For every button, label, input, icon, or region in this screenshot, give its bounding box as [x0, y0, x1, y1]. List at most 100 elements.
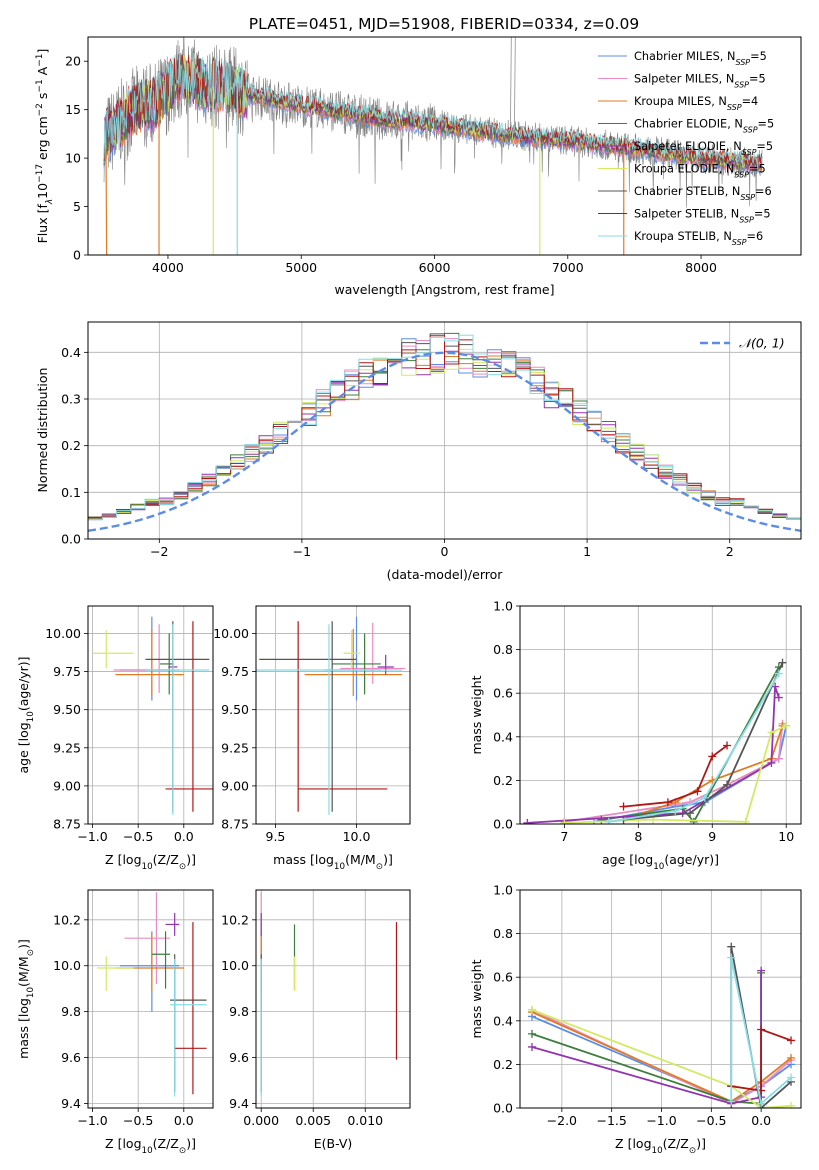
- legend-count: =5: [756, 140, 773, 153]
- y-tick-label: 1.0: [493, 599, 513, 614]
- y-tick-label: 9.25: [53, 740, 81, 755]
- x-axis-label: Z [log10(Z/Z⊙)]: [615, 1136, 706, 1156]
- x-axis-label-part: 10: [334, 862, 345, 872]
- y-tick-label: 0.8: [493, 642, 513, 657]
- x-axis-label-part: ⊙: [179, 862, 186, 872]
- x-axis-label-part: (age/yr)]: [664, 852, 719, 867]
- weight-marker-kroupa_miles: [787, 1053, 796, 1062]
- y-tick-label: 0.0: [493, 817, 513, 832]
- emission-spike: [514, 37, 516, 136]
- x-tick-label: 10.0: [343, 829, 371, 844]
- y-tick-label: 9.8: [61, 1004, 81, 1019]
- y-axis-label: age [log10(age/yr)]: [16, 656, 36, 773]
- normal-curve: [88, 351, 801, 532]
- y-tick-label: 10.2: [53, 912, 81, 927]
- weight-marker-salpeter_miles: [774, 754, 783, 763]
- y-tick-label: 10: [65, 151, 81, 166]
- x-axis-label-part: age [log: [602, 852, 653, 867]
- x-axis-label-part: Z [log: [105, 1136, 141, 1151]
- residual-histogram-panel: −2 −1 0 1 2 0.0 0.1 0.2 0.3 0.4 (data-model)/error…: [35, 321, 802, 582]
- y-axis-label-part: 10: [26, 987, 36, 998]
- y-axis-label-part: −1: [35, 79, 45, 92]
- y-tick-label: 0.0: [493, 1101, 513, 1116]
- weight-marker-salpeter_stelib: [723, 741, 732, 750]
- x-tick-label: 0.0: [174, 829, 194, 844]
- legend-text: Salpeter STELIB, N: [634, 208, 739, 221]
- x-axis-label: E(B-V): [314, 1136, 353, 1151]
- x-tick-label: 2: [726, 544, 734, 559]
- y-axis-label-part: s: [35, 93, 50, 104]
- legend-text: Chabrier MILES, N: [634, 50, 735, 63]
- x-tick-label: −0.5: [696, 1113, 726, 1128]
- x-tick-label: 1: [583, 544, 591, 559]
- y-tick-label: 15: [65, 102, 81, 117]
- x-axis-label-part: Z [log: [105, 852, 141, 867]
- x-axis-label: Z [log10(Z/Z⊙)]: [105, 1136, 196, 1156]
- weight-line-kroupa_stelib: [730, 957, 792, 1106]
- x-axis-label-part: ⊙: [179, 1146, 186, 1156]
- x-tick-label: −1.0: [77, 829, 107, 844]
- weight-line-kroupa_stelib: [608, 673, 780, 823]
- y-tick-label: 0.2: [61, 438, 81, 453]
- axes-frame: [87, 889, 214, 1109]
- legend-count: =5: [754, 208, 771, 221]
- x-axis-label: wavelength [Angstrom, rest frame]: [334, 282, 554, 297]
- x-axis-label: age [log10(age/yr)]: [602, 852, 719, 872]
- weight-marker-chabrier_stelib: [686, 809, 695, 818]
- x-tick-label: −2: [150, 544, 168, 559]
- y-axis-label-part: −2: [35, 103, 45, 116]
- y-tick-label: 10.0: [221, 958, 249, 973]
- y-axis-label-part: ]: [35, 49, 50, 54]
- y-axis-label: mass [log10(M/M⊙)]: [16, 939, 36, 1059]
- legend-entry: Salpeter STELIB, NSSP=5: [634, 208, 771, 225]
- weight-marker-salpeter_stelib: [787, 1036, 796, 1045]
- y-tick-label: 0.2: [493, 773, 513, 788]
- y-tick-label: 9.75: [53, 664, 81, 679]
- y-tick-label: 0.4: [493, 729, 513, 744]
- x-axis-label-part: (M/M: [345, 852, 376, 867]
- x-axis-label-part: 10: [142, 862, 153, 872]
- weight-marker-kroupa_stelib: [787, 1073, 796, 1082]
- legend-entry: 𝒩(0, 1): [739, 336, 785, 351]
- x-axis-label-part: 10: [142, 1146, 153, 1156]
- legend-entry: Chabrier MILES, NSSP=5: [634, 50, 767, 67]
- y-tick-label: 0.3: [61, 392, 81, 407]
- weight-marker-kroupa_stelib: [757, 1099, 766, 1108]
- weight-marker-salpeter_elodie: [527, 1042, 536, 1051]
- y-axis-label-part: erg cm: [35, 116, 50, 164]
- y-tick-label: 0.8: [493, 926, 513, 941]
- weight-marker-salpeter_elodie: [774, 693, 783, 702]
- x-tick-label: 7000: [552, 260, 584, 275]
- histogram-kroupa_stelib: [88, 334, 801, 524]
- x-tick-label: −1.0: [77, 1113, 107, 1128]
- y-axis-label-part: A: [35, 66, 50, 79]
- x-tick-label: 8: [634, 829, 642, 844]
- legend-text: Salpeter ELODIE, N: [634, 140, 742, 153]
- legend-text: Chabrier ELODIE, N: [634, 118, 743, 131]
- axes-frame: [519, 605, 802, 825]
- y-tick-label: 0.4: [493, 1013, 513, 1028]
- mass-weight-vs-metallicity-panel: −2.0 −1.5 −1.0 −0.5 0.0 0.0 0.2 0.4 0.6 0.8 1.0 Z […: [469, 883, 802, 1156]
- y-axis-label-part: −1: [35, 54, 45, 67]
- weight-marker-salpeter_elodie: [523, 818, 532, 824]
- y-axis-label-part: 10: [35, 183, 50, 199]
- y-tick-label: 10.00: [45, 626, 81, 641]
- x-axis-label: mass [log10(M/M⊙)]: [273, 852, 393, 872]
- legend-count: =6: [755, 185, 772, 198]
- x-tick-label: 6000: [419, 260, 451, 275]
- y-tick-label: 9.6: [229, 1050, 249, 1065]
- y-tick-label: 0.6: [493, 970, 513, 985]
- y-tick-label: 9.75: [221, 664, 249, 679]
- x-tick-label: 0.005: [295, 1113, 331, 1128]
- weight-marker-kroupa_stelib: [604, 817, 613, 824]
- x-axis-label-part: )]: [186, 1136, 196, 1151]
- y-tick-label: 10.00: [213, 626, 249, 641]
- y-tick-label: 0.2: [493, 1057, 513, 1072]
- axes-frame: [255, 605, 411, 825]
- x-tick-label: 0.0: [751, 1113, 771, 1128]
- x-axis-label-part: )]: [383, 852, 393, 867]
- y-tick-label: 9.50: [221, 702, 249, 717]
- legend-count: =5: [749, 163, 766, 176]
